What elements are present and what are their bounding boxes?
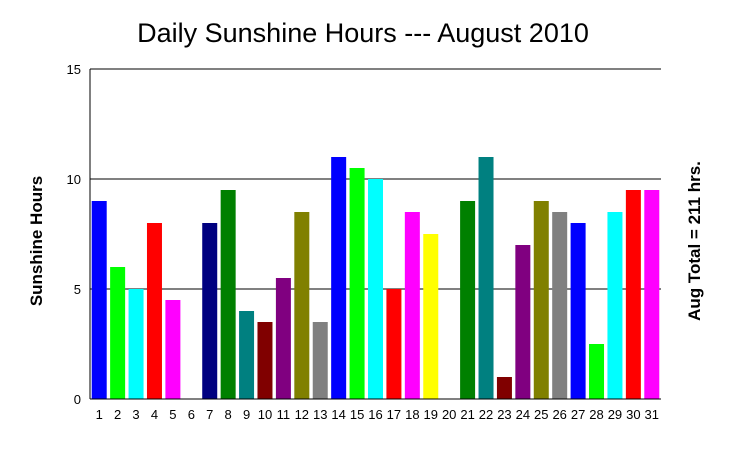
y-tick-label: 0 xyxy=(74,392,81,407)
bar-day-29 xyxy=(607,212,623,399)
bar-day-14 xyxy=(331,157,347,399)
y-tick-label: 5 xyxy=(74,282,81,297)
bar-day-18 xyxy=(404,212,420,399)
bar-day-11 xyxy=(275,278,291,399)
bar-day-9 xyxy=(239,311,255,399)
bar-day-8 xyxy=(220,190,236,399)
x-tick-label: 21 xyxy=(460,407,474,422)
bar-day-12 xyxy=(294,212,310,399)
x-tick-labels: 1 2 3 4 5 6 7 8 9 10 11 12 13 14 15 16 17 18 19 20 21 22 23 24 2… xyxy=(96,407,659,422)
x-tick-label: 14 xyxy=(331,407,345,422)
x-tick-label: 31 xyxy=(645,407,659,422)
bar-day-19 xyxy=(423,234,439,399)
bar-day-7 xyxy=(202,223,218,399)
bar-day-16 xyxy=(368,179,383,399)
x-tick-label: 13 xyxy=(313,407,327,422)
x-tick-label: 29 xyxy=(608,407,622,422)
bar-day-26 xyxy=(552,212,568,399)
x-tick-label: 7 xyxy=(206,407,213,422)
x-tick-label: 10 xyxy=(258,407,272,422)
bar-day-17 xyxy=(386,289,402,399)
x-tick-label: 12 xyxy=(295,407,309,422)
bar-day-4 xyxy=(146,223,162,399)
bar-day-24 xyxy=(515,245,531,399)
bar-day-31 xyxy=(644,190,660,399)
aug-total-label: Aug Total = 211 hrs. xyxy=(685,161,704,321)
bar-day-5 xyxy=(165,300,181,399)
y-tick-label: 15 xyxy=(67,62,81,77)
x-tick-label: 6 xyxy=(188,407,195,422)
x-tick-label: 1 xyxy=(96,407,103,422)
x-tick-label: 25 xyxy=(534,407,548,422)
y-tick-label: 10 xyxy=(67,172,81,187)
x-tick-label: 20 xyxy=(442,407,456,422)
bar-day-30 xyxy=(625,190,641,399)
x-tick-label: 23 xyxy=(497,407,511,422)
bar-day-3 xyxy=(128,289,144,399)
x-tick-label: 27 xyxy=(571,407,585,422)
x-tick-label: 9 xyxy=(243,407,250,422)
y-tick-labels: 0 5 10 15 xyxy=(67,62,81,407)
chart-title: Daily Sunshine Hours --- August 2010 xyxy=(137,18,589,48)
x-tick-label: 18 xyxy=(405,407,419,422)
x-tick-label: 3 xyxy=(132,407,139,422)
x-tick-label: 2 xyxy=(114,407,121,422)
x-tick-label: 16 xyxy=(368,407,382,422)
bar-day-23 xyxy=(496,377,512,399)
y-axis-label: Sunshine Hours xyxy=(27,176,46,306)
bar-day-25 xyxy=(533,201,549,399)
bar-day-1 xyxy=(91,201,107,399)
x-tick-label: 4 xyxy=(151,407,158,422)
bar-day-13 xyxy=(312,322,328,399)
x-tick-label: 28 xyxy=(589,407,603,422)
bar-day-2 xyxy=(110,267,126,399)
x-tick-label: 30 xyxy=(626,407,640,422)
x-tick-label: 26 xyxy=(552,407,566,422)
bar-day-10 xyxy=(257,322,273,399)
x-tick-label: 11 xyxy=(277,407,291,422)
bar-day-21 xyxy=(460,201,476,399)
bar-day-28 xyxy=(589,344,605,399)
x-tick-label: 17 xyxy=(387,407,401,422)
bar-day-27 xyxy=(570,223,586,399)
axes xyxy=(89,69,661,400)
x-tick-label: 5 xyxy=(169,407,176,422)
x-tick-label: 22 xyxy=(479,407,493,422)
bar-day-22 xyxy=(478,157,494,399)
x-tick-label: 19 xyxy=(424,407,438,422)
x-tick-label: 8 xyxy=(225,407,232,422)
bars xyxy=(91,157,660,399)
bar-day-15 xyxy=(349,168,365,399)
x-tick-label: 15 xyxy=(350,407,364,422)
x-tick-label: 24 xyxy=(516,407,530,422)
